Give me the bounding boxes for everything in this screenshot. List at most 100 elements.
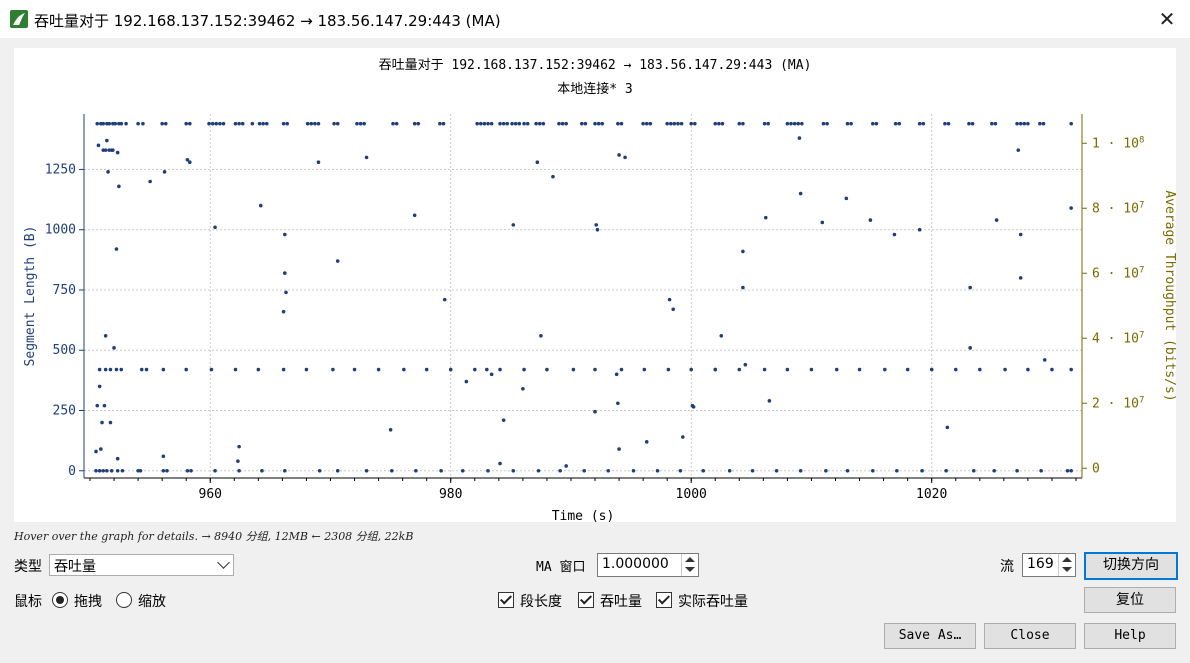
hover-hint: Hover over the graph for details. → 8940…: [14, 530, 414, 543]
plot-area[interactable]: 吞吐量对于 192.168.137.152:39462 → 183.56.147…: [14, 48, 1176, 522]
segment-point: [317, 468, 322, 473]
segment-point: [96, 143, 101, 148]
y-tick-label: 1250: [45, 162, 76, 177]
segment-point: [105, 138, 109, 143]
segment-point: [505, 121, 510, 126]
segment-point: [1026, 367, 1030, 372]
segment-point: [525, 121, 530, 126]
segment-point: [498, 121, 502, 126]
segment-point: [256, 367, 261, 372]
ma-window-spinbox[interactable]: 1.000000: [597, 553, 699, 577]
segment-point: [335, 468, 340, 473]
switch-direction-button[interactable]: 切换方向: [1084, 552, 1178, 580]
segment-point: [689, 367, 694, 372]
segment-point: [720, 121, 725, 126]
close-button[interactable]: Close: [984, 623, 1076, 649]
segment-point: [283, 232, 287, 237]
segment-point: [1003, 367, 1007, 372]
segment-point: [94, 468, 98, 473]
segment-point: [163, 121, 168, 126]
segment-point: [774, 468, 779, 473]
segment-point: [162, 170, 167, 174]
segment-point: [209, 367, 214, 372]
segment-point: [1018, 276, 1023, 280]
segment-point: [929, 367, 934, 372]
segment-length-label: 段长度: [520, 594, 562, 610]
segment-point: [95, 121, 100, 126]
segment-point: [1041, 121, 1046, 126]
zoom-radio[interactable]: [116, 592, 132, 608]
segment-point: [102, 403, 107, 408]
segment-point: [917, 121, 922, 126]
segment-point: [785, 121, 790, 126]
segment-point: [741, 249, 745, 254]
goodput-checkbox[interactable]: [656, 592, 672, 608]
segment-point: [213, 468, 217, 473]
segment-point: [970, 121, 975, 126]
segment-point: [798, 191, 803, 196]
segment-point: [260, 468, 264, 473]
stream-spinbox[interactable]: 169: [1022, 553, 1076, 577]
segment-point: [119, 121, 124, 126]
throughput-checkbox[interactable]: [578, 592, 594, 608]
segment-point: [184, 121, 189, 126]
segment-point: [1018, 121, 1023, 126]
segment-point: [946, 121, 951, 126]
segment-point: [402, 367, 406, 372]
x-tick-label: 1000: [676, 487, 707, 502]
segment-point: [892, 232, 897, 237]
help-button[interactable]: Help: [1084, 623, 1176, 649]
segment-point: [283, 468, 287, 473]
segment-point: [285, 121, 290, 126]
segment-point: [619, 367, 624, 372]
y-axis-label: Segment Length (B): [23, 226, 38, 367]
segment-point: [188, 160, 192, 165]
segment-point: [614, 372, 619, 377]
reset-button[interactable]: 复位: [1084, 587, 1176, 613]
ma-window-label: MA 窗口: [536, 560, 586, 575]
segment-point: [993, 121, 998, 126]
segment-point: [281, 309, 286, 314]
stream-stepper[interactable]: [1058, 554, 1075, 576]
segment-point: [797, 136, 802, 140]
segment-point: [820, 220, 825, 225]
segment-point: [537, 121, 542, 126]
segment-point: [233, 367, 238, 372]
step-up-icon[interactable]: [685, 557, 695, 562]
segment-point: [737, 121, 742, 126]
drag-radio[interactable]: [52, 592, 68, 608]
step-up-icon[interactable]: [1062, 557, 1072, 562]
segment-point: [953, 367, 958, 372]
segment-point: [362, 121, 366, 126]
segment-point: [258, 203, 263, 208]
segment-point: [593, 121, 597, 126]
stream-value: 169: [1027, 556, 1054, 572]
step-down-icon[interactable]: [1062, 567, 1072, 572]
step-down-icon[interactable]: [685, 567, 695, 572]
segment-point: [240, 121, 245, 126]
close-window-icon[interactable]: ✕: [1158, 7, 1176, 31]
segment-point: [644, 121, 649, 126]
segment-point: [513, 121, 518, 126]
segment-point: [120, 468, 125, 473]
segment-point: [489, 121, 494, 126]
segment-point: [583, 121, 588, 126]
segment-point: [857, 367, 862, 372]
segment-point: [257, 121, 262, 126]
segment-point: [536, 468, 541, 473]
throughput-chart[interactable]: 960 980 1000 1020 0 250 500 750 1000 1250 0 2 · 107…: [14, 48, 1176, 522]
segment-point: [893, 121, 898, 126]
segment-point: [113, 121, 118, 126]
title-bar: 吞吐量对于 192.168.137.152:39462 → 183.56.147…: [0, 0, 1190, 38]
type-select[interactable]: 吞吐量: [49, 554, 234, 576]
y-tick-label: 0: [68, 464, 76, 479]
y2-tick-label: 0: [1092, 461, 1100, 476]
segment-length-checkbox[interactable]: [498, 592, 514, 608]
save-as-button[interactable]: Save As…: [884, 623, 976, 649]
segment-point: [498, 367, 502, 372]
ma-window-stepper[interactable]: [681, 554, 698, 576]
segment-point: [489, 372, 494, 377]
segment-point: [136, 121, 140, 126]
segment-point: [281, 367, 286, 372]
segment-point: [920, 468, 924, 473]
